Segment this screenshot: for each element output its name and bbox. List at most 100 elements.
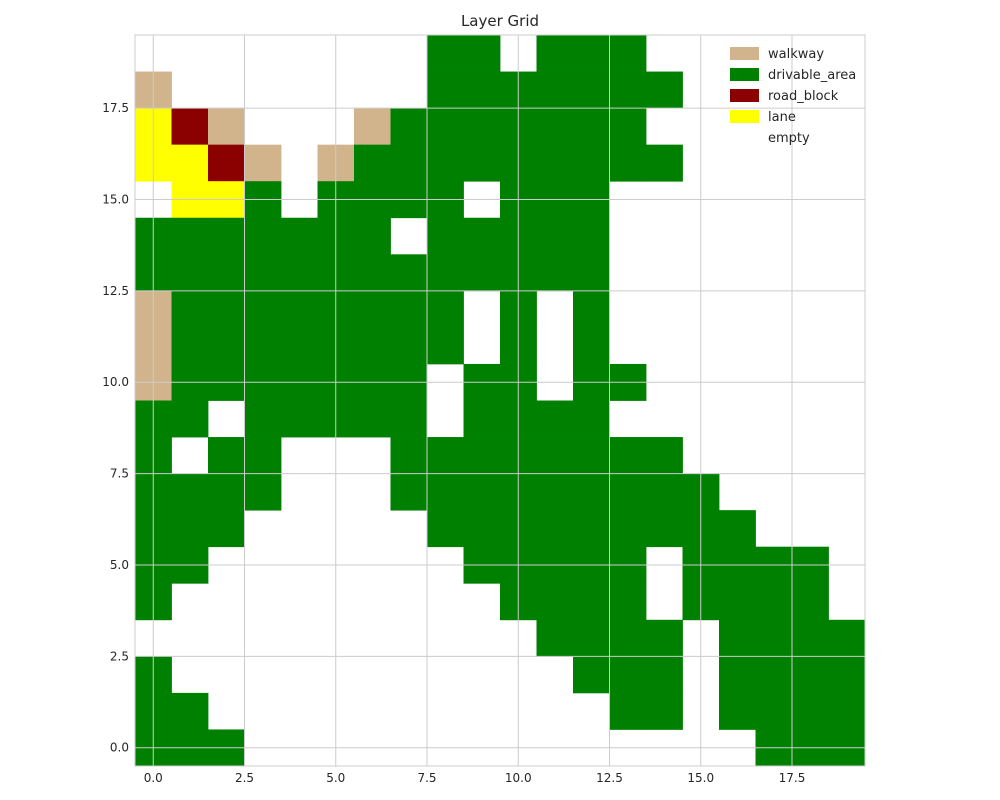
cell-drivable-area <box>646 619 683 657</box>
cell-drivable-area <box>719 510 756 548</box>
x-tick-label: 10.0 <box>505 771 532 785</box>
cell-drivable-area <box>208 473 245 511</box>
legend-swatch-road-block <box>730 89 759 102</box>
cell-drivable-area <box>171 692 209 730</box>
cell-drivable-area <box>646 71 683 109</box>
cell-drivable-area <box>390 327 428 365</box>
cell-drivable-area <box>244 473 282 511</box>
grid-lines <box>135 35 865 766</box>
cell-drivable-area <box>646 144 683 182</box>
cell-drivable-area <box>573 144 610 182</box>
cell-drivable-area <box>536 217 574 255</box>
cell-drivable-area <box>573 108 610 146</box>
cell-drivable-area <box>646 656 683 694</box>
x-tick-label: 12.5 <box>596 771 623 785</box>
cell-drivable-area <box>536 400 574 438</box>
legend-label-lane: lane <box>768 110 796 125</box>
cell-drivable-area <box>208 437 245 474</box>
cell-drivable-area <box>573 254 610 292</box>
cell-drivable-area <box>244 254 282 292</box>
y-tick-label: 12.5 <box>102 284 129 298</box>
cell-drivable-area <box>609 144 647 182</box>
cell-drivable-area <box>427 35 464 72</box>
cell-drivable-area <box>609 619 647 657</box>
cell-drivable-area <box>354 144 391 182</box>
cell-drivable-area <box>573 327 610 365</box>
cell-drivable-area <box>244 217 282 255</box>
cell-drivable-area <box>354 290 391 328</box>
cell-drivable-area <box>828 692 866 730</box>
x-axis-ticks: 0.0 2.5 5.0 7.5 10.0 12.5 15.0 17.5 <box>144 771 806 785</box>
cell-drivable-area <box>536 144 574 182</box>
cell-walkway <box>354 108 391 146</box>
cell-drivable-area <box>281 290 318 328</box>
cell-drivable-area <box>573 473 610 511</box>
cell-drivable-area <box>390 400 428 438</box>
cell-drivable-area <box>792 656 829 694</box>
cell-drivable-area <box>208 254 245 292</box>
cell-drivable-area <box>609 437 647 474</box>
cell-drivable-area <box>463 217 501 255</box>
cell-drivable-area <box>427 510 464 548</box>
y-axis-ticks: 0.0 2.5 5.0 7.5 10.0 12.5 15.0 17.5 <box>102 101 129 755</box>
cell-drivable-area <box>463 473 501 511</box>
cell-drivable-area <box>573 400 610 438</box>
cell-road-block <box>208 144 245 182</box>
cell-walkway <box>244 144 282 182</box>
legend-label-walkway: walkway <box>768 47 824 62</box>
x-tick-label: 15.0 <box>687 771 714 785</box>
cell-drivable-area <box>573 290 610 328</box>
cell-drivable-area <box>536 473 574 511</box>
cell-drivable-area <box>792 583 829 621</box>
cell-drivable-area <box>390 473 428 511</box>
x-tick-label: 5.0 <box>326 771 345 785</box>
cell-drivable-area <box>208 510 245 548</box>
cell-lane <box>171 144 209 182</box>
cell-drivable-area <box>792 619 829 657</box>
cell-drivable-area <box>609 71 647 109</box>
cell-drivable-area <box>609 108 647 146</box>
legend-label-road-block: road_block <box>768 89 839 104</box>
cell-drivable-area <box>536 583 574 621</box>
cell-drivable-area <box>536 254 574 292</box>
cell-drivable-area <box>244 327 282 365</box>
cell-drivable-area <box>244 437 282 474</box>
cell-drivable-area <box>646 510 683 548</box>
cell-drivable-area <box>427 327 464 365</box>
x-tick-label: 7.5 <box>417 771 436 785</box>
cell-drivable-area <box>646 437 683 474</box>
cell-drivable-area <box>609 692 647 730</box>
cell-drivable-area <box>244 290 282 328</box>
x-tick-label: 0.0 <box>144 771 163 785</box>
y-tick-label: 2.5 <box>110 649 129 663</box>
cell-drivable-area <box>463 71 501 109</box>
cell-drivable-area <box>463 400 501 438</box>
cell-drivable-area <box>609 473 647 511</box>
cell-drivable-area <box>463 437 501 474</box>
cell-drivable-area <box>281 400 318 438</box>
cell-drivable-area <box>427 473 464 511</box>
cell-drivable-area <box>573 71 610 109</box>
cell-drivable-area <box>536 437 574 474</box>
cell-drivable-area <box>427 437 464 474</box>
cell-drivable-area <box>427 108 464 146</box>
legend-label-empty: empty <box>768 131 810 146</box>
cell-drivable-area <box>390 144 428 182</box>
cell-drivable-area <box>208 327 245 365</box>
cell-drivable-area <box>427 71 464 109</box>
cell-drivable-area <box>427 290 464 328</box>
cell-drivable-area <box>171 290 209 328</box>
cell-drivable-area <box>573 217 610 255</box>
cell-drivable-area <box>390 254 428 292</box>
cell-drivable-area <box>208 217 245 255</box>
x-tick-label: 2.5 <box>235 771 254 785</box>
cell-drivable-area <box>719 619 756 657</box>
cell-drivable-area <box>755 619 793 657</box>
cell-drivable-area <box>828 656 866 694</box>
cell-drivable-area <box>609 510 647 548</box>
cell-drivable-area <box>755 692 793 730</box>
cell-drivable-area <box>354 217 391 255</box>
cell-drivable-area <box>171 254 209 292</box>
